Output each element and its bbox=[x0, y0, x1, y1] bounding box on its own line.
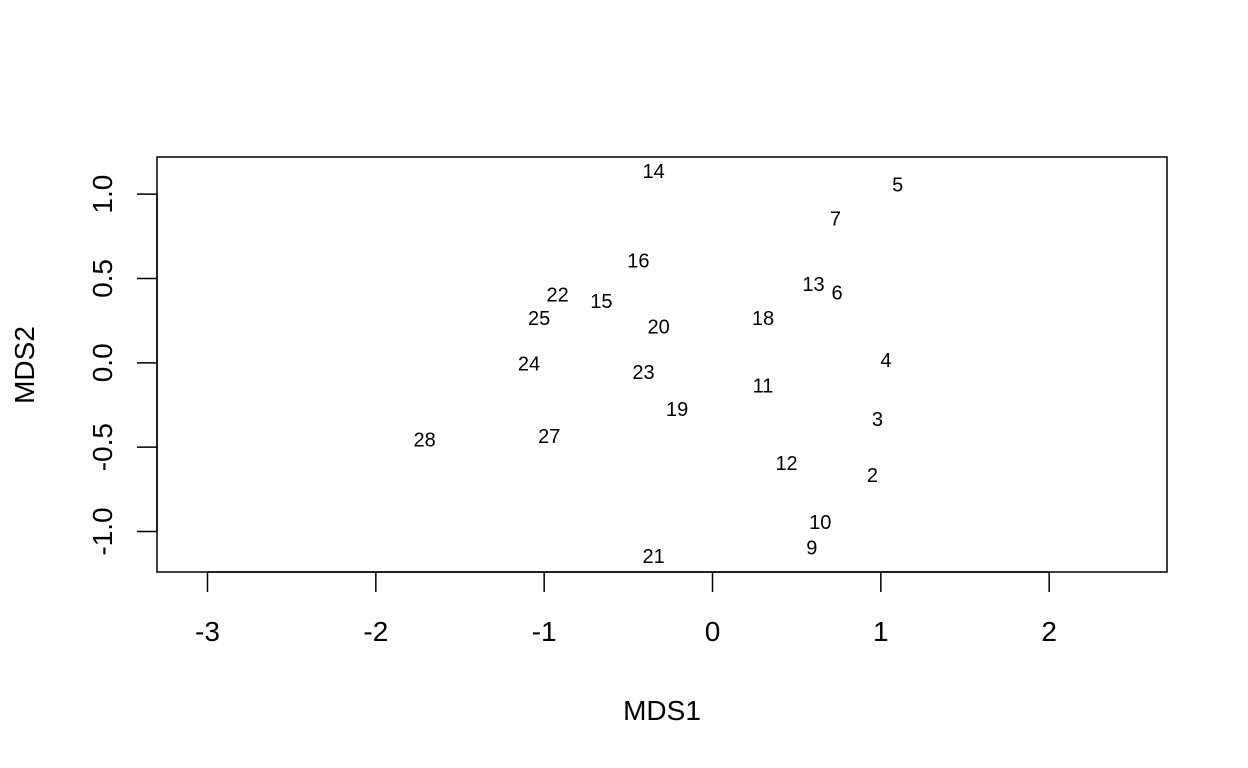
y-tick-label: 0.5 bbox=[87, 259, 118, 298]
point-label: 18 bbox=[752, 308, 774, 330]
point-label: 2 bbox=[867, 465, 878, 487]
x-tick-label: -2 bbox=[363, 616, 388, 647]
point-label: 6 bbox=[832, 283, 843, 305]
point-label: 27 bbox=[538, 426, 560, 448]
y-ticks: -1.0 -0.5 0.0 0.5 1.0 bbox=[87, 175, 157, 556]
y-tick-label: -0.5 bbox=[87, 423, 118, 471]
point-label: 15 bbox=[590, 291, 612, 313]
point-label: 5 bbox=[892, 175, 903, 197]
x-ticks: -3 -2 -1 0 1 2 bbox=[195, 572, 1057, 647]
point-label: 16 bbox=[627, 251, 649, 273]
x-tick-label: -1 bbox=[532, 616, 557, 647]
point-label: 22 bbox=[547, 284, 569, 306]
x-tick-label: 0 bbox=[705, 616, 721, 647]
x-tick-label: 2 bbox=[1041, 616, 1057, 647]
y-tick-label: 0.0 bbox=[87, 343, 118, 382]
point-label: 7 bbox=[830, 208, 841, 230]
point-label: 11 bbox=[753, 375, 774, 397]
point-labels: 14 5 7 16 13 6 22 15 25 18 20 4 24 23 11 19 3 27 28 12 2 10 9 2… bbox=[414, 161, 904, 568]
point-label: 14 bbox=[642, 161, 664, 183]
x-axis-title: MDS1 bbox=[623, 695, 701, 726]
point-label: 9 bbox=[806, 537, 817, 559]
point-label: 23 bbox=[632, 362, 654, 384]
y-tick-label: -1.0 bbox=[87, 507, 118, 555]
plot-frame bbox=[156, 156, 1168, 573]
y-axis-title: MDS2 bbox=[9, 326, 40, 404]
point-label: 12 bbox=[775, 453, 797, 475]
point-label: 28 bbox=[414, 429, 436, 451]
point-label: 24 bbox=[518, 354, 540, 376]
point-label: 25 bbox=[528, 308, 550, 330]
x-tick-label: 1 bbox=[873, 616, 889, 647]
point-label: 20 bbox=[648, 316, 670, 338]
point-label: 21 bbox=[642, 546, 664, 568]
y-tick-label: 1.0 bbox=[87, 175, 118, 214]
point-label: 19 bbox=[666, 399, 688, 421]
point-label: 3 bbox=[872, 409, 883, 431]
point-label: 13 bbox=[802, 274, 824, 296]
point-label: 10 bbox=[809, 512, 831, 534]
x-tick-label: -3 bbox=[195, 616, 220, 647]
point-label: 4 bbox=[880, 350, 891, 372]
